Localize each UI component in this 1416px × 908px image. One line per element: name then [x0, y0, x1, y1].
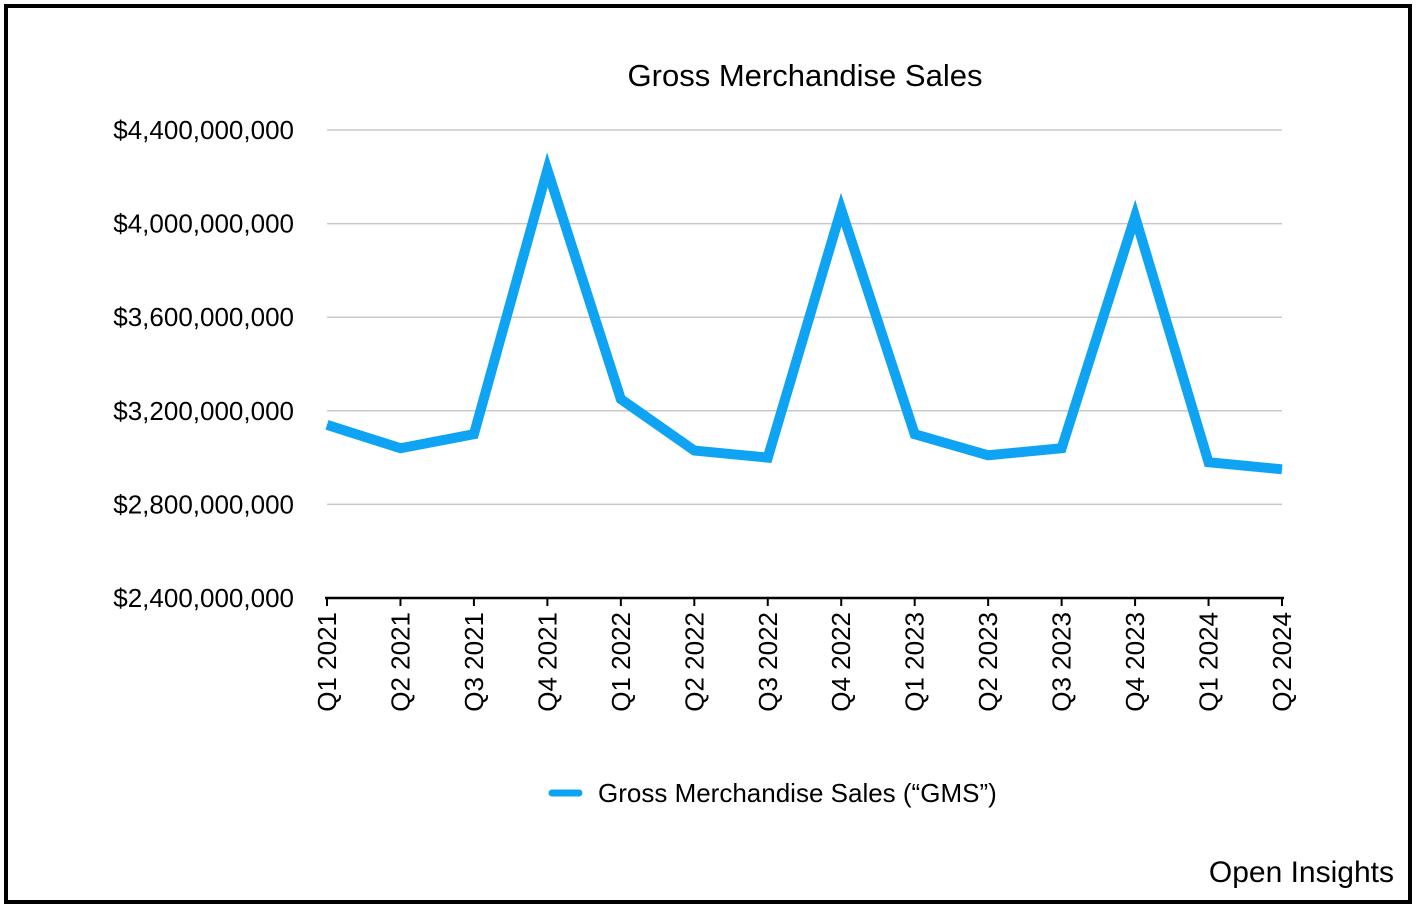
y-tick-label: $4,000,000,000 — [113, 209, 294, 239]
x-tick-label: Q1 2021 — [312, 612, 342, 712]
x-tick-label: Q3 2022 — [753, 612, 783, 712]
y-tick-label: $4,400,000,000 — [113, 115, 294, 145]
data-point — [326, 424, 328, 426]
x-tick-label: Q3 2023 — [1047, 612, 1077, 712]
x-tick-label: Q2 2024 — [1267, 612, 1297, 712]
y-tick-label: $2,400,000,000 — [113, 583, 294, 613]
data-point — [1281, 468, 1283, 470]
x-axis-ticks: Q1 2021 Q2 2021 Q3 2021 Q4 2021 Q1 2022 Q2 20… — [312, 598, 1297, 712]
x-tick-label: Q1 2023 — [900, 612, 930, 712]
x-tick-label: Q4 2022 — [826, 612, 856, 712]
gridlines — [327, 129, 1282, 506]
data-point — [767, 457, 769, 459]
x-tick-label: Q4 2023 — [1120, 612, 1150, 712]
x-tick-label: Q1 2024 — [1194, 612, 1224, 712]
data-point — [914, 433, 916, 435]
y-tick-label: $2,800,000,000 — [113, 489, 294, 519]
x-tick-label: Q2 2021 — [385, 612, 415, 712]
y-tick-label: $3,600,000,000 — [113, 302, 294, 332]
legend-label: Gross Merchandise Sales (“GMS”) — [598, 778, 997, 808]
x-tick-label: Q1 2022 — [606, 612, 636, 712]
x-tick-label: Q2 2023 — [973, 612, 1003, 712]
legend: Gross Merchandise Sales (“GMS”) — [548, 778, 997, 808]
data-point — [1061, 447, 1063, 449]
x-tick-label: Q2 2022 — [679, 612, 709, 712]
data-point — [987, 454, 989, 456]
data-point — [546, 169, 548, 171]
data-point — [1208, 461, 1210, 463]
data-point — [840, 209, 842, 211]
data-point — [620, 398, 622, 400]
x-tick-label: Q3 2021 — [459, 612, 489, 712]
data-point — [473, 433, 475, 435]
x-tick-label: Q4 2021 — [532, 612, 562, 712]
watermark: Open Insights — [1208, 856, 1394, 889]
y-axis-ticks: $2,400,000,000 $2,800,000,000 $3,200,000,0… — [113, 115, 294, 613]
series-layer — [325, 152, 1283, 475]
data-point — [1134, 216, 1136, 218]
chart-title: Gross Merchandise Sales — [628, 58, 983, 93]
y-tick-label: $3,200,000,000 — [113, 396, 294, 426]
data-point — [693, 450, 695, 452]
series-line — [325, 152, 1283, 475]
data-point — [399, 447, 401, 449]
